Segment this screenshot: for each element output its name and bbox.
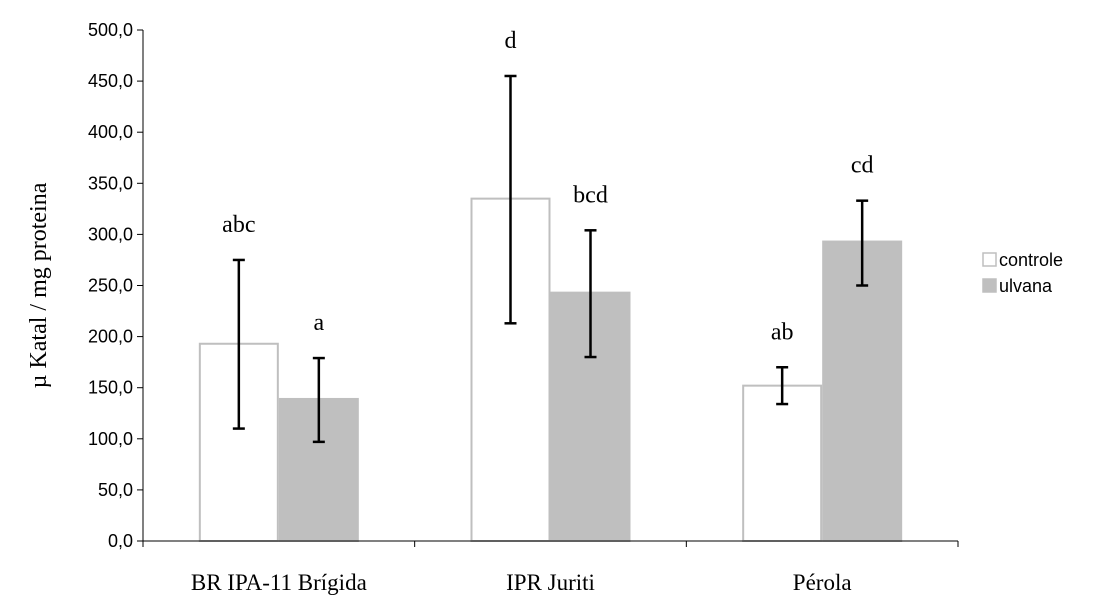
category-label: Pérola [793, 570, 852, 595]
y-tick-label: 450,0 [88, 71, 133, 91]
bars [198, 197, 903, 543]
y-axis-ticks: 0,0 50,0 100,0 150,0 200,0 250,0 300,0 350,0 400… [88, 20, 143, 551]
y-tick-label: 100,0 [88, 429, 133, 449]
bar-controle [742, 384, 823, 542]
legend-label-controle: controle [999, 250, 1063, 270]
category-label: BR IPA-11 Brígida [191, 570, 367, 595]
y-tick-label: 400,0 [88, 122, 133, 142]
y-tick-label: 150,0 [88, 378, 133, 398]
bar-ulvana [822, 240, 903, 543]
legend-swatch-controle [982, 252, 997, 267]
legend: controle ulvana [982, 250, 1063, 296]
y-tick-label: 250,0 [88, 276, 133, 296]
x-axis-ticks [142, 541, 959, 547]
significance-label: abc [222, 212, 255, 238]
y-axis-label: µ Katal / mg proteina [26, 182, 52, 388]
significance-label: ab [771, 319, 794, 345]
legend-label-ulvana: ulvana [999, 276, 1053, 296]
y-tick-label: 200,0 [88, 327, 133, 347]
y-tick-label: 500,0 [88, 20, 133, 40]
significance-label: d [505, 28, 517, 54]
y-tick-label: 50,0 [98, 480, 133, 500]
significance-label: cd [851, 153, 874, 179]
category-label: IPR Juriti [506, 570, 595, 595]
significance-label: bcd [573, 182, 608, 208]
legend-swatch-ulvana [982, 278, 997, 293]
y-tick-label: 0,0 [108, 531, 133, 551]
y-tick-label: 300,0 [88, 224, 133, 244]
significance-label: a [314, 310, 325, 336]
category-labels: BR IPA-11 Brígida IPR Juriti Pérola [191, 570, 852, 595]
error-bars [232, 74, 869, 444]
y-tick-label: 350,0 [88, 173, 133, 193]
significance-labels: abc a d bcd ab cd [222, 28, 873, 345]
